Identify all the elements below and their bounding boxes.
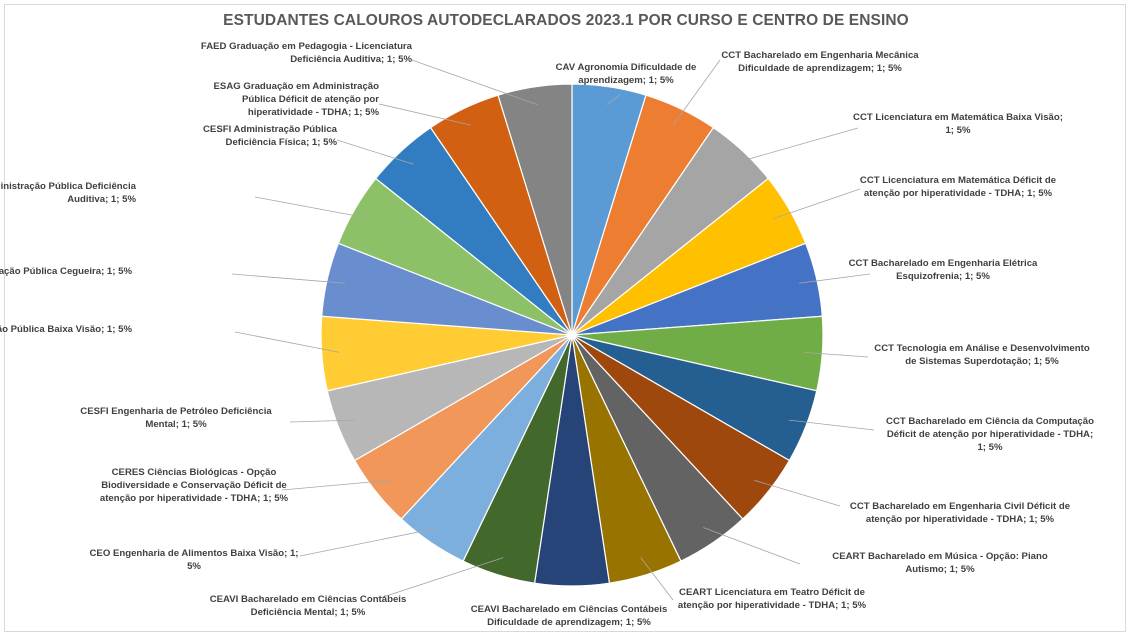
data-label: CCT Licenciatura em Matemática Déficit d… <box>860 175 1056 199</box>
data-label-line: CEAVI Bacharelado em Ciências Contábeis <box>210 594 407 605</box>
data-label-line: CCT Licenciatura em Matemática Déficit d… <box>860 175 1056 186</box>
data-label: CEO Engenharia de Alimentos Baixa Visão;… <box>90 548 299 572</box>
data-label: CCT Bacharelado em Ciência da Computação… <box>886 416 1094 453</box>
data-label-line: CESFI Administração Pública Baixa Visão;… <box>0 324 132 335</box>
leader-line <box>281 479 390 491</box>
data-label: CEAVI Bacharelado em Ciências Contábeis D… <box>471 604 668 628</box>
leader-line <box>234 331 340 353</box>
data-label: CCT Bacharelado em Engenharia Civil Défi… <box>850 501 1070 525</box>
leader-line <box>378 103 471 126</box>
data-label: CESFI Administração Pública Baixa Visão;… <box>0 324 132 335</box>
leader-line <box>730 127 859 165</box>
leader-line <box>799 273 871 284</box>
leader-line <box>336 139 414 165</box>
data-label-line: CAV Agronomia Dificuldade de <box>556 62 697 73</box>
data-label: CESFI Administração Pública Deficiência A… <box>0 181 137 205</box>
data-label-line: 1; 5% <box>977 442 1003 453</box>
leader-line <box>640 557 674 601</box>
leader-line <box>254 196 371 219</box>
data-label: CESFI Engenharia de Petróleo Deficiência… <box>80 406 272 430</box>
data-label-line: CCT Tecnologia em Análise e Desenvolvime… <box>874 343 1090 354</box>
data-label: CESFI Administração Pública Deficiência F… <box>203 124 338 148</box>
data-label: CEART Licenciatura em Teatro Déficit de a… <box>678 587 867 611</box>
data-label-line: CCT Bacharelado em Ciência da Computação <box>886 416 1094 427</box>
data-label-line: atenção por hiperatividade - TDHA; 1; 5% <box>864 188 1053 199</box>
data-label-line: 1; 5% <box>945 125 971 136</box>
data-label-line: Biodiversidade e Conservação Déficit de <box>101 480 287 491</box>
data-label-line: Pública Déficit de atenção por <box>242 94 379 105</box>
leader-line <box>754 479 841 507</box>
data-label-line: Deficiência Auditiva; 1; 5% <box>290 54 412 65</box>
data-label-line: Dificuldade de aprendizagem; 1; 5% <box>738 63 902 74</box>
data-label-line: CCT Licenciatura em Matemática Baixa Vis… <box>853 112 1063 123</box>
data-label-line: CESFI Administração Pública Cegueira; 1;… <box>0 266 132 277</box>
data-label: CEAVI Bacharelado em Ciências Contábeis D… <box>210 594 407 618</box>
data-label-line: CESFI Engenharia de Petróleo Deficiência <box>80 406 272 417</box>
data-label: CAV Agronomia Dificuldade de aprendizagem… <box>556 62 697 86</box>
data-label-line: FAED Graduação em Pedagogia - Licenciatu… <box>201 41 413 52</box>
data-label: FAED Graduação em Pedagogia - Licenciatu… <box>201 41 413 65</box>
data-label-line: Autismo; 1; 5% <box>905 564 975 575</box>
data-label-line: CESFI Administração Pública Deficiência <box>0 181 137 192</box>
data-label-line: Déficit de atenção por hiperatividade - … <box>887 429 1093 440</box>
pie-slice <box>497 83 573 336</box>
data-label-line: CEART Licenciatura em Teatro Déficit de <box>679 587 865 598</box>
leader-line <box>703 527 801 565</box>
data-label-line: atenção por hiperatividade - TDHA; 1; 5% <box>678 600 867 611</box>
leader-line <box>773 188 861 219</box>
data-label-line: CCT Bacharelado em Engenharia Mecânica <box>721 50 919 61</box>
data-label: CESFI Administração Pública Cegueira; 1;… <box>0 266 132 277</box>
data-label: CEART Bacharelado em Música - Opção: Pia… <box>832 551 1048 575</box>
leader-line <box>231 273 345 284</box>
data-label: CCT Tecnologia em Análise e Desenvolvime… <box>874 343 1090 367</box>
data-label-line: de Sistemas Superdotação; 1; 5% <box>905 356 1059 367</box>
chart-area <box>4 4 1126 632</box>
data-label-line: Deficiência Mental; 1; 5% <box>251 607 366 618</box>
data-label: CERES Ciências Biológicas - Opção Biodive… <box>100 467 289 504</box>
leader-line <box>606 94 621 105</box>
data-label-line: CEO Engenharia de Alimentos Baixa Visão;… <box>90 548 299 559</box>
leader-line <box>804 352 869 358</box>
leader-line <box>672 59 721 126</box>
data-label: ESAG Graduação em Administração Pública D… <box>214 81 380 118</box>
data-label: CCT Bacharelado em Engenharia Mecânica Di… <box>721 50 919 74</box>
data-label-line: CESFI Administração Pública <box>203 124 338 135</box>
data-label-line: Mental; 1; 5% <box>145 419 207 430</box>
leader-line <box>379 557 504 599</box>
data-label-line: hiperatividade - TDHA; 1; 5% <box>248 107 380 118</box>
data-label-line: Deficiência Física; 1; 5% <box>226 137 338 148</box>
leader-line <box>299 527 441 557</box>
data-label-line: ESAG Graduação em Administração <box>214 81 380 92</box>
data-label-line: atenção por hiperatividade - TDHA; 1; 5% <box>100 493 289 504</box>
data-label-line: CCT Bacharelado em Engenharia Civil Défi… <box>850 501 1070 512</box>
data-label-line: CEART Bacharelado em Música - Opção: Pia… <box>832 551 1048 562</box>
data-label: CCT Licenciatura em Matemática Baixa Vis… <box>853 112 1063 136</box>
data-label-line: CERES Ciências Biológicas - Opção <box>112 467 277 478</box>
leader-line <box>289 419 356 423</box>
chart-title: ESTUDANTES CALOUROS AUTODECLARADOS 2023.… <box>223 12 909 29</box>
data-label-line: aprendizagem; 1; 5% <box>578 75 674 86</box>
data-label-line: CCT Bacharelado em Engenharia Elétrica <box>849 258 1038 269</box>
leader-line <box>788 419 875 431</box>
data-label-line: Esquizofrenia; 1; 5% <box>896 271 990 282</box>
data-label-line: CEAVI Bacharelado em Ciências Contábeis <box>471 604 668 615</box>
data-label-line: 5% <box>187 561 201 572</box>
leader-line <box>411 59 538 105</box>
data-label: CCT Bacharelado em Engenharia Elétrica Es… <box>849 258 1038 282</box>
data-label-line: atenção por hiperatividade - TDHA; 1; 5% <box>866 514 1055 525</box>
data-label-line: Dificuldade de aprendizagem; 1; 5% <box>487 617 651 628</box>
data-label-line: Auditiva; 1; 5% <box>67 194 136 205</box>
